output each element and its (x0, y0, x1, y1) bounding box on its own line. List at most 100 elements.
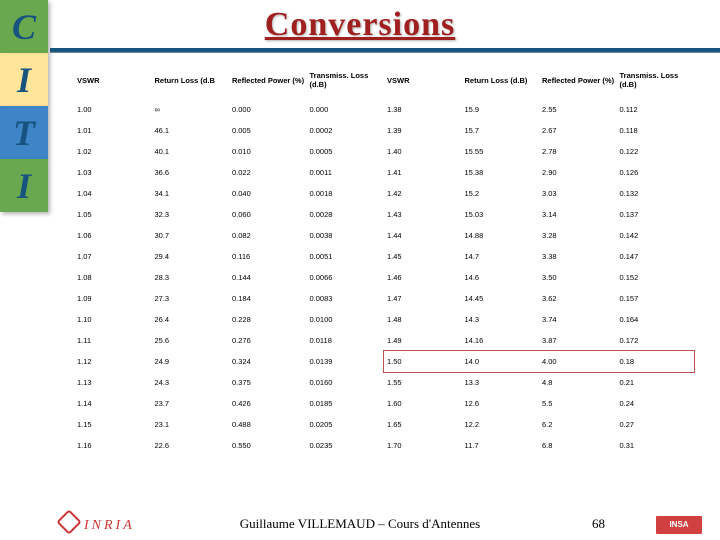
table-cell: 0.0100 (308, 309, 386, 330)
table-cell: 0.31 (618, 435, 696, 456)
table-cell: 0.0038 (308, 225, 386, 246)
table-cell: 15.9 (463, 99, 541, 120)
table-cell: 15.03 (463, 204, 541, 225)
table-cell: 13.3 (463, 372, 541, 393)
page-number: 68 (592, 516, 605, 532)
table-cell: 1.43 (385, 204, 463, 225)
column-header: VSWR (385, 68, 463, 99)
table-cell: 3.50 (540, 267, 618, 288)
insa-logo: INSA (656, 516, 702, 534)
table-cell: 0.132 (618, 183, 696, 204)
table-cell: 2.67 (540, 120, 618, 141)
table-cell: 0.060 (230, 204, 308, 225)
table-cell: 12.6 (463, 393, 541, 414)
column-header: Reflected Power (%) (540, 68, 618, 99)
table-cell: 1.15 (75, 414, 153, 435)
table-cell: 1.00 (75, 99, 153, 120)
table-row: 1.1224.90.3240.01391.5014.04.000.18 (75, 351, 695, 372)
table-cell: 1.42 (385, 183, 463, 204)
sidebar-letter: I (0, 53, 48, 106)
table-cell: 1.13 (75, 372, 153, 393)
table-cell: 6.2 (540, 414, 618, 435)
table-cell: 40.1 (153, 141, 231, 162)
table-cell: 0.157 (618, 288, 696, 309)
sidebar-letter: I (0, 159, 48, 212)
table-cell: 0.000 (230, 99, 308, 120)
table-cell: 22.6 (153, 435, 231, 456)
table-cell: 1.70 (385, 435, 463, 456)
table-cell: 14.3 (463, 309, 541, 330)
table-cell: 0.228 (230, 309, 308, 330)
table-cell: 12.2 (463, 414, 541, 435)
table-cell: 6.8 (540, 435, 618, 456)
inria-logo: INRIA (60, 513, 135, 534)
table-cell: 14.0 (463, 351, 541, 372)
table-cell: 3.28 (540, 225, 618, 246)
table-cell: 36.6 (153, 162, 231, 183)
table-cell: 0.118 (618, 120, 696, 141)
table-cell: 1.07 (75, 246, 153, 267)
table-cell: 1.40 (385, 141, 463, 162)
table-cell: 0.0002 (308, 120, 386, 141)
column-header: Return Loss (d.B) (463, 68, 541, 99)
table-cell: 0.184 (230, 288, 308, 309)
table-cell: 0.082 (230, 225, 308, 246)
table-cell: 28.3 (153, 267, 231, 288)
table-cell: 0.0066 (308, 267, 386, 288)
table-cell: 0.010 (230, 141, 308, 162)
table-cell: 0.144 (230, 267, 308, 288)
table-cell: 1.06 (75, 225, 153, 246)
table-cell: 0.24 (618, 393, 696, 414)
table-cell: 14.6 (463, 267, 541, 288)
table-cell: 0.040 (230, 183, 308, 204)
table-cell: 1.09 (75, 288, 153, 309)
table-row: 1.00∞0.0000.0001.3815.92.550.112 (75, 99, 695, 120)
table-cell: 0.122 (618, 141, 696, 162)
sidebar-letter: T (0, 106, 48, 159)
table-cell: 1.16 (75, 435, 153, 456)
table-cell: 0.0028 (308, 204, 386, 225)
table-cell: 30.7 (153, 225, 231, 246)
table-cell: 0.27 (618, 414, 696, 435)
table-cell: 0.126 (618, 162, 696, 183)
table-cell: 1.55 (385, 372, 463, 393)
table-cell: 27.3 (153, 288, 231, 309)
table-cell: 0.022 (230, 162, 308, 183)
table-cell: 0.137 (618, 204, 696, 225)
table-cell: 1.01 (75, 120, 153, 141)
table-cell: 0.0139 (308, 351, 386, 372)
table-row: 1.0336.60.0220.00111.4115.382.900.126 (75, 162, 695, 183)
table-cell: 3.03 (540, 183, 618, 204)
table-cell: 14.7 (463, 246, 541, 267)
table-cell: 2.55 (540, 99, 618, 120)
table-cell: 0.164 (618, 309, 696, 330)
table-cell: 0.488 (230, 414, 308, 435)
table-row: 1.1423.70.4260.01851.6012.65.50.24 (75, 393, 695, 414)
table-cell: 3.14 (540, 204, 618, 225)
table-row: 1.0729.40.1160.00511.4514.73.380.147 (75, 246, 695, 267)
table-cell: 2.78 (540, 141, 618, 162)
table-cell: 0.0185 (308, 393, 386, 414)
table-cell: 32.3 (153, 204, 231, 225)
table-cell: 1.44 (385, 225, 463, 246)
column-header: Transmiss. Loss (d.B) (618, 68, 696, 99)
table-cell: 0.142 (618, 225, 696, 246)
table-row: 1.1026.40.2280.01001.4814.33.740.164 (75, 309, 695, 330)
table-cell: 1.47 (385, 288, 463, 309)
table-cell: 0.0051 (308, 246, 386, 267)
table-cell: 15.55 (463, 141, 541, 162)
table-cell: 0.375 (230, 372, 308, 393)
table-cell: 1.38 (385, 99, 463, 120)
table-cell: 14.16 (463, 330, 541, 351)
table-cell: 0.152 (618, 267, 696, 288)
column-header: VSWR (75, 68, 153, 99)
table-cell: 1.65 (385, 414, 463, 435)
table-cell: 15.7 (463, 120, 541, 141)
table-cell: 24.3 (153, 372, 231, 393)
table-cell: 0.550 (230, 435, 308, 456)
table-cell: 14.45 (463, 288, 541, 309)
table-cell: 1.41 (385, 162, 463, 183)
conversion-table-region: VSWRReturn Loss (d.BReflected Power (%)T… (75, 68, 695, 456)
table-row: 1.1622.60.5500.02351.7011.76.80.31 (75, 435, 695, 456)
table-cell: 4.8 (540, 372, 618, 393)
